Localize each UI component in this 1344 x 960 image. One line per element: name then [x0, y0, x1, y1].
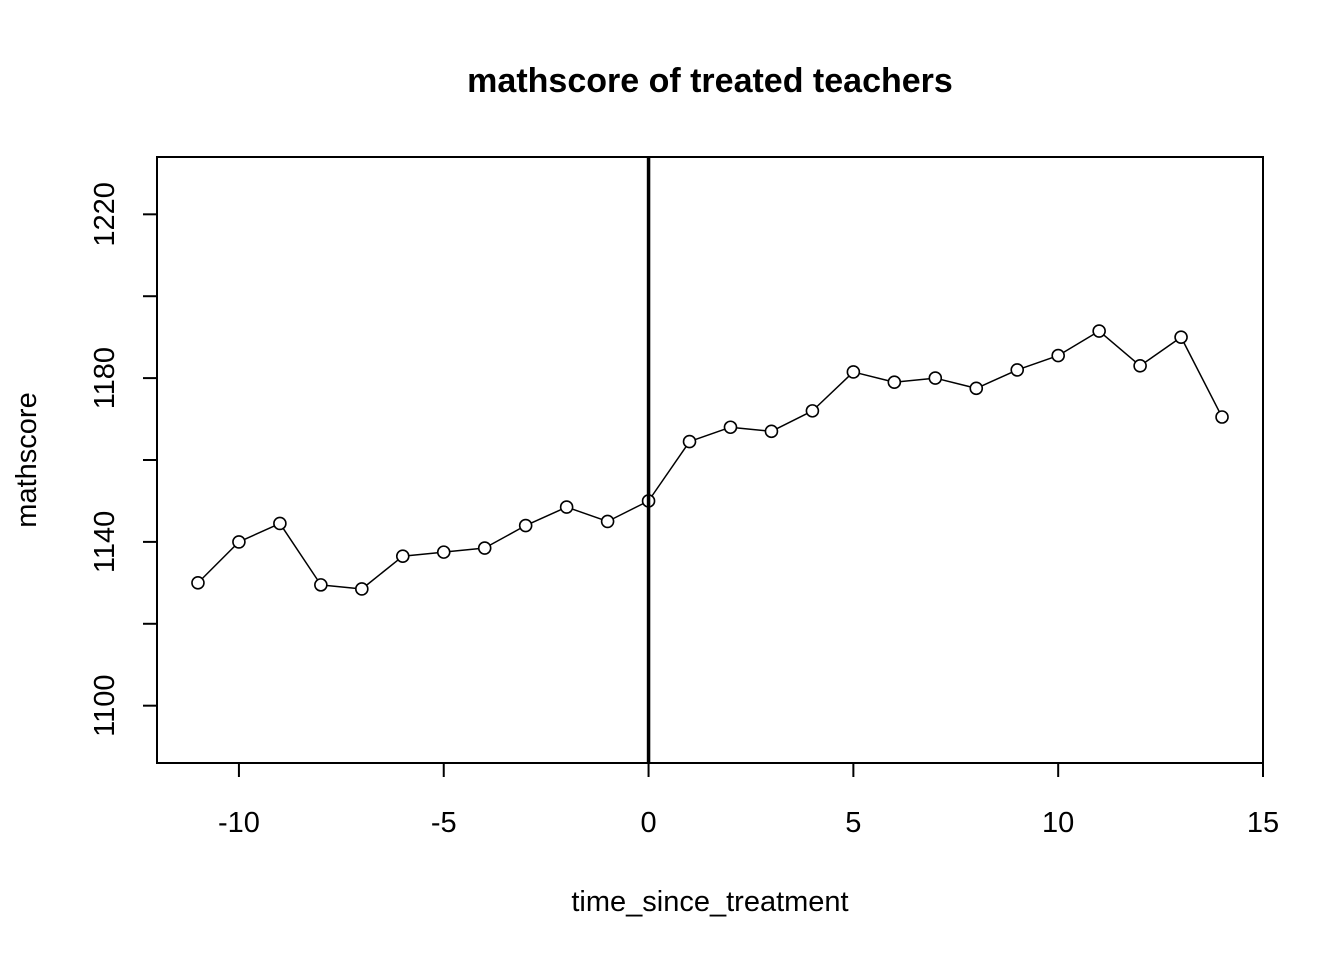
series-segment [408, 551, 438, 557]
series-segment [694, 428, 726, 441]
series-segment [651, 446, 687, 497]
series-segment [736, 427, 766, 432]
plot-frame [156, 156, 1264, 764]
chart-title: mathscore of treated teachers [467, 62, 953, 100]
series-segment [859, 372, 889, 382]
data-point [1133, 359, 1147, 373]
data-point [682, 434, 697, 449]
series-segment [201, 545, 236, 580]
data-point [1051, 348, 1065, 363]
data-point [600, 514, 615, 529]
data-point [969, 381, 984, 396]
data-point [1010, 363, 1025, 377]
data-point [477, 541, 492, 555]
data-point [232, 535, 246, 549]
data-point [395, 549, 410, 564]
series-segment [940, 378, 971, 388]
series-segment [282, 528, 319, 581]
data-point [805, 404, 820, 418]
series-segment [1144, 339, 1177, 363]
series-segment [1183, 342, 1220, 413]
y-axis-label: mathscore [11, 392, 43, 527]
x-tick-label: 15 [1247, 807, 1279, 839]
data-point [1092, 324, 1106, 338]
data-point [1174, 330, 1188, 344]
series-segment [1062, 333, 1095, 354]
y-tick-label: 1100 [89, 674, 121, 736]
x-tick-label: 0 [640, 807, 656, 839]
y-tick-label: 1140 [89, 511, 121, 573]
series-segment [326, 584, 356, 590]
y-tick-label: 1180 [89, 347, 121, 409]
data-point [1215, 410, 1229, 424]
series-segment [612, 502, 644, 520]
series-segment [1022, 356, 1053, 369]
x-tick-label: 5 [845, 807, 861, 839]
series-segment [1103, 334, 1137, 363]
series-segment [530, 508, 562, 524]
series-segment [981, 371, 1013, 387]
series-segment [449, 547, 479, 553]
data-point [559, 500, 574, 514]
data-point [355, 582, 369, 596]
x-axis-label: time_since_treatment [571, 886, 848, 918]
data-point [641, 494, 656, 508]
series-segment [816, 375, 850, 408]
y-tick-label: 1220 [89, 182, 121, 247]
data-point [723, 420, 738, 435]
data-point [436, 545, 451, 559]
plot-area [191, 157, 1229, 763]
series-segment [366, 559, 399, 586]
y-axis: 1100 1140 1180 1220 [89, 182, 158, 737]
data-point [846, 365, 861, 379]
data-point [518, 518, 533, 533]
x-tick-label: -5 [431, 807, 457, 839]
series-segment [244, 525, 275, 541]
data-point [928, 371, 943, 385]
x-axis: -10 -5 0 5 10 15 [218, 762, 1279, 839]
data-point [273, 516, 287, 531]
data-point [191, 576, 205, 590]
x-tick-label: 10 [1042, 807, 1074, 839]
series-segment [572, 508, 603, 521]
data-point [314, 578, 328, 592]
series-segment [776, 412, 808, 430]
series-segment [489, 527, 521, 546]
data-point [887, 375, 902, 390]
data-point [764, 424, 779, 439]
series-segment [900, 377, 930, 383]
x-tick-label: -10 [218, 807, 260, 839]
